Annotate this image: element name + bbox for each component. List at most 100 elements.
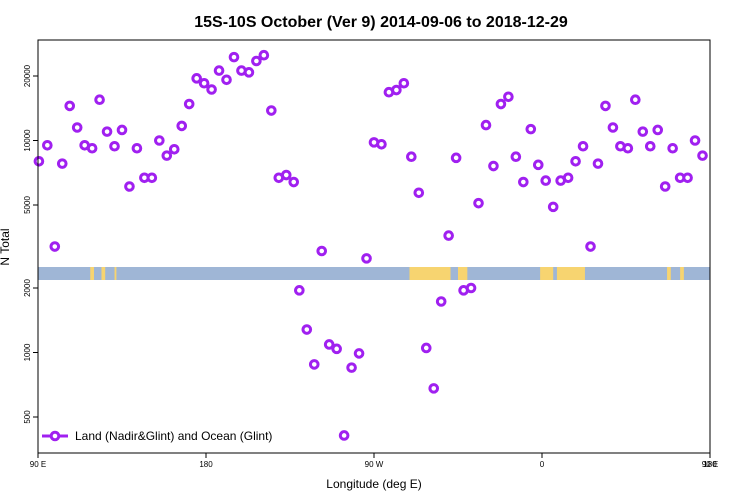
data-point: [607, 122, 619, 133]
data-point: [443, 230, 454, 241]
upper-y-axis: 5000 10000 20000: [23, 64, 38, 214]
data-point: [251, 55, 262, 67]
lower-y-axis: 500 1000 2000: [23, 279, 38, 424]
land-patch: [90, 267, 94, 280]
x-tick-label: 90 W: [365, 460, 384, 469]
data-point: [600, 100, 611, 112]
data-point: [353, 348, 365, 359]
data-point: [338, 430, 350, 441]
data-point: [652, 124, 664, 136]
land-patch: [556, 267, 585, 280]
chart-title: 15S-10S October (Ver 9) 2014-09-06 to 20…: [194, 14, 568, 31]
data-point: [161, 150, 173, 161]
data-point: [71, 122, 83, 133]
data-point: [316, 245, 328, 257]
data-point: [146, 172, 158, 184]
data-point: [570, 155, 581, 167]
data-point: [376, 138, 387, 150]
map-strip: [38, 267, 710, 280]
data-point: [42, 139, 53, 151]
data-point: [86, 142, 98, 154]
x-tick-label: 90 E: [702, 460, 718, 469]
x-tick-label: 90 E: [30, 460, 46, 469]
data-point: [56, 158, 68, 169]
data-point: [391, 84, 402, 96]
data-point: [406, 151, 417, 163]
data-point: [473, 197, 484, 209]
data-point: [630, 94, 641, 106]
data-point: [480, 119, 492, 131]
data-point: [109, 140, 120, 152]
land-patch: [540, 267, 554, 280]
data-point: [243, 67, 255, 78]
plot-frame: [37, 39, 711, 454]
data-point: [101, 126, 113, 137]
data-point: [176, 120, 188, 132]
data-point: [191, 73, 202, 84]
data-point: [450, 152, 462, 164]
legend-marker: [49, 430, 61, 442]
data-point: [198, 77, 210, 89]
land-patch: [458, 267, 468, 280]
data-point: [667, 142, 678, 154]
data-point: [644, 140, 656, 152]
data-point: [258, 49, 270, 61]
data-point: [206, 84, 217, 95]
data-point: [689, 135, 701, 146]
data-point: [697, 150, 708, 161]
data-point: [503, 91, 514, 103]
data-point: [510, 151, 522, 163]
data-point: [465, 282, 477, 294]
data-point: [361, 253, 372, 264]
data-point: [116, 124, 128, 136]
data-point: [346, 362, 357, 373]
data-point: [532, 159, 544, 171]
data-point: [562, 172, 574, 184]
data-point: [280, 169, 292, 181]
data-point: [183, 98, 195, 110]
data-point: [301, 324, 313, 335]
data-point: [213, 65, 225, 76]
land-patch: [101, 267, 106, 280]
land-patch: [409, 267, 451, 280]
data-point: [288, 176, 300, 188]
data-points: [33, 49, 708, 441]
land-patch: [667, 267, 671, 280]
data-point: [323, 339, 335, 350]
data-point: [49, 241, 61, 252]
data-point: [547, 201, 559, 213]
y-tick-label: 1000: [23, 343, 32, 361]
data-point: [266, 105, 277, 116]
data-point: [398, 77, 410, 89]
data-point: [33, 155, 45, 167]
data-point: [659, 181, 671, 192]
x-tick-label: 180: [199, 460, 213, 469]
data-point: [495, 98, 507, 110]
data-point: [518, 176, 529, 188]
data-point: [64, 100, 76, 112]
y-tick-label: 2000: [23, 279, 32, 297]
data-point: [413, 187, 425, 199]
y-tick-label: 10000: [23, 129, 32, 152]
data-point: [682, 172, 693, 184]
land-patch: [680, 267, 684, 280]
data-point: [435, 296, 447, 307]
y-tick-label: 5000: [23, 196, 32, 214]
data-point: [168, 143, 180, 155]
data-point: [428, 383, 440, 394]
data-point: [154, 135, 165, 146]
data-point: [577, 140, 589, 152]
data-point: [331, 343, 342, 355]
data-point: [94, 94, 105, 106]
data-point: [221, 74, 232, 86]
data-point: [637, 126, 649, 137]
legend-label: Land (Nadir&Glint) and Ocean (Glint): [75, 429, 272, 443]
data-point: [488, 160, 499, 172]
data-point: [585, 241, 596, 252]
x-tick-label: 180: [703, 460, 717, 469]
data-point: [308, 359, 320, 370]
data-point: [525, 123, 537, 135]
data-point: [622, 142, 634, 154]
